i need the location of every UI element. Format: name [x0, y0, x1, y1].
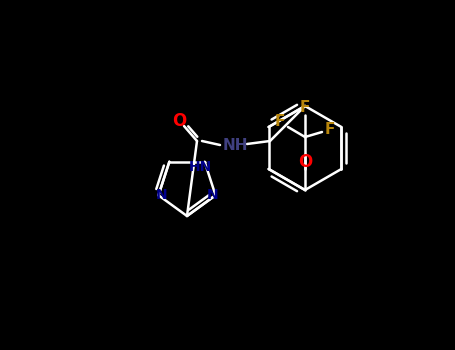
Text: O: O — [298, 153, 312, 171]
Text: F: F — [300, 99, 310, 114]
Text: N: N — [207, 188, 218, 202]
Text: F: F — [275, 114, 285, 130]
Text: NH: NH — [222, 139, 248, 154]
Text: N: N — [156, 188, 167, 202]
Text: HN: HN — [189, 160, 212, 174]
Text: F: F — [325, 121, 335, 136]
Text: O: O — [172, 112, 186, 130]
